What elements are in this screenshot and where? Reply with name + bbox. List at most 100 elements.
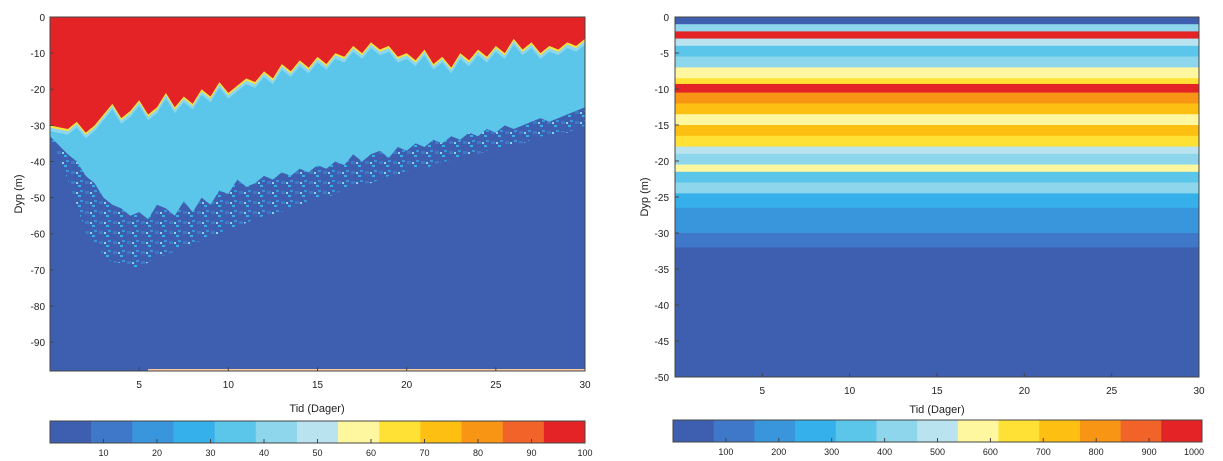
left-colorbar-tick-label: 60 [366,448,376,458]
right-y-tick-label: -5 [660,49,669,60]
left-y-tick-label: -50 [31,194,46,205]
right-y-tick-label: -20 [655,157,670,168]
right-colorbar-segment [876,420,918,442]
right-colorbar-tick-label: 900 [1142,447,1157,457]
left-y-tick-label: 0 [39,13,45,24]
right-band [675,103,1199,115]
left-colorbar-tick-label: 40 [259,448,269,458]
chart-left: 5 10 15 20 25 300-10-20-30-40-50-60-70-80-90 … [13,13,593,458]
right-y-tick-label: -35 [655,265,670,276]
right-band [675,67,1199,79]
left-colorbar-tick-label: 100 [577,448,592,458]
right-colorbar-tick-label: 600 [983,447,998,457]
right-colorbar-tick-label: 100 [718,447,733,457]
left-x-tick-label: 10 [223,380,235,391]
right-y-tick-label: 0 [663,13,669,24]
left-colorbar-segment [420,421,463,443]
left-colorbar-tick-label: 20 [152,448,162,458]
right-band [675,56,1199,68]
right-x-tick-label: 15 [931,386,943,397]
left-colorbar-segment [502,421,545,443]
right-colorbar-segment [1039,420,1081,442]
left-colorbar-segment [296,421,339,443]
right-band [675,31,1199,39]
left-speckle-region [50,107,585,270]
left-colorbar-tick-label: 50 [312,448,322,458]
right-colorbar-ticks: 100 200 300 400 500 600 700 800 900 1000 [718,438,1204,457]
right-band [675,78,1199,85]
left-y-tick-label: -20 [31,85,46,96]
left-colorbar-segment [255,421,298,443]
right-colorbar [673,420,1203,442]
left-colorbar-ticks: 10 20 30 40 50 60 70 80 90 100 [98,439,593,458]
left-yellow-edge [50,38,585,135]
left-colorbar-segment [379,421,421,443]
right-colorbar-segment [1161,420,1203,442]
right-colorbar-segment [673,420,715,442]
left-y-axis-label: Dyp (m) [13,174,25,213]
right-y-tick-label: -40 [655,301,670,312]
left-y-tick-label: -30 [31,121,46,132]
left-bottom-strip [148,369,586,371]
left-y-tick-label: -60 [31,230,46,241]
left-colorbar-segment [214,421,257,443]
right-y-tick-label: -10 [655,85,670,96]
right-colorbar-segment [713,420,755,442]
right-band [675,45,1199,57]
right-colorbar-segment [835,420,877,442]
right-axis-ticks: 5 10 15 20 25 30 0 -5 -10 -15 -20 -25 -30 -35 -40 -45 -5… [655,13,1205,397]
right-band [675,17,1199,25]
right-colorbar-tick-label: 200 [771,447,786,457]
left-x-tick-label: 30 [579,380,591,391]
right-y-tick-label: -25 [655,193,670,204]
right-y-tick-label: -15 [655,121,670,132]
right-colorbar-segment [917,420,959,442]
right-colorbar-segment [1079,420,1122,442]
right-colorbar-tick-label: 400 [877,447,892,457]
left-y-tick-label: -90 [31,338,46,349]
right-band [675,38,1199,47]
left-colorbar-tick-label: 10 [98,448,108,458]
left-lightblue-region [50,38,585,220]
left-y-tick-label: -70 [31,266,46,277]
right-x-axis-label: Tid (Dager) [909,404,964,416]
left-y-tick-label: -80 [31,302,46,313]
left-y-tick-label: -40 [31,157,46,168]
right-band [675,193,1199,209]
right-x-tick-label: 30 [1193,386,1205,397]
right-band [675,222,1199,234]
right-band [675,207,1199,223]
left-colorbar-segment [338,421,380,443]
right-y-tick-label: -50 [655,373,670,384]
right-y-axis-label: Dyp (m) [639,177,651,216]
left-colorbar [50,421,586,443]
right-colorbar-segment [754,420,796,442]
left-colorbar-segment [173,421,216,443]
right-colorbar-segment [1120,420,1162,442]
right-band [675,24,1199,32]
right-x-tick-label: 20 [1019,386,1031,397]
left-x-tick-label: 5 [136,380,142,391]
right-x-tick-label: 10 [844,386,856,397]
left-colorbar-segment [132,421,174,443]
left-x-axis-label: Tid (Dager) [289,403,344,415]
right-band [675,164,1199,173]
left-x-tick-label: 20 [401,380,413,391]
right-band [675,171,1199,183]
right-plot-area [675,17,1199,378]
right-colorbar-segment [795,420,837,442]
right-colorbar-tick-label: 800 [1089,447,1104,457]
right-y-tick-label: -45 [655,337,670,348]
left-colorbar-tick-label: 80 [473,448,483,458]
right-band [675,182,1199,194]
right-band [675,83,1199,93]
right-band [675,233,1199,248]
left-axis-ticks: 5 10 15 20 25 30 0 -10 -20 -30 -40 -50 -60 -70 -80 -90 [31,13,591,391]
right-colorbar-tick-label: 1000 [1184,447,1204,457]
left-colorbar-segment [461,421,504,443]
left-colorbar-segment [543,421,586,443]
left-colorbar-segment [91,421,133,443]
right-band [675,146,1199,155]
right-colorbar-segment [998,420,1040,442]
